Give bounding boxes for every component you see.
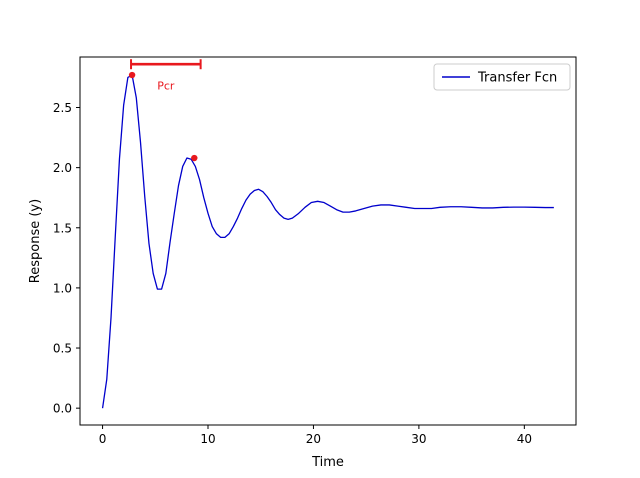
pcr-label: Pcr	[157, 79, 175, 92]
series-line-transfer-fcn	[101, 74, 554, 409]
annotation-layer: Pcr	[130, 59, 202, 92]
y-tick-label: 1.5	[53, 221, 72, 235]
y-tick-label: 1.0	[53, 281, 72, 295]
y-axis-label: Response (y)	[28, 199, 43, 283]
peak-marker-2	[191, 154, 198, 162]
legend: Transfer Fcn	[433, 63, 571, 91]
y-tick-label: 0.0	[53, 402, 72, 416]
x-tick-label: 40	[517, 432, 532, 446]
x-axis-label: Time	[311, 455, 344, 470]
x-tick-label: 30	[411, 432, 426, 446]
x-tick-label: 20	[306, 432, 321, 446]
x-tick-label: 0	[99, 432, 107, 446]
marker-layer	[128, 71, 198, 162]
legend-entry-transfer-fcn: Transfer Fcn	[477, 71, 557, 86]
y-tick-label: 0.5	[53, 342, 72, 356]
y-axis: 0.0 0.5 1.0 1.5 2.0 2.5	[53, 101, 80, 416]
x-axis: 0 10 20 30 40	[99, 425, 532, 446]
x-tick-label: 10	[200, 432, 215, 446]
peak-marker-1	[128, 71, 136, 79]
plot-area: Pcr	[79, 56, 577, 426]
y-tick-label: 2.5	[53, 101, 72, 115]
series-layer	[101, 74, 554, 409]
plot-frame	[79, 56, 577, 426]
legend-box	[433, 63, 571, 91]
y-tick-label: 2.0	[53, 161, 72, 175]
